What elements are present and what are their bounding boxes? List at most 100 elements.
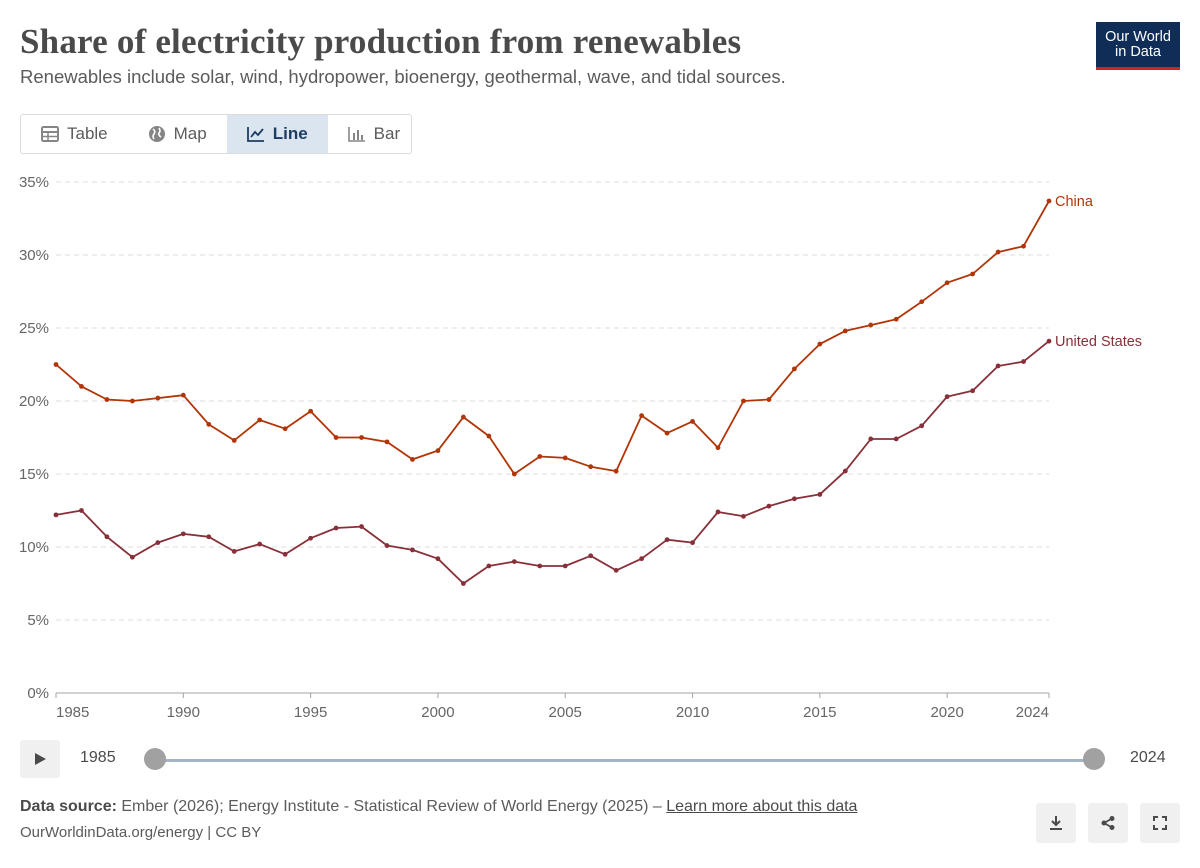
data-point xyxy=(79,508,84,513)
data-point xyxy=(893,436,899,442)
y-tick-label: 5% xyxy=(27,612,49,629)
data-point xyxy=(817,341,823,347)
y-tick-label: 30% xyxy=(19,247,49,264)
fullscreen-icon xyxy=(1153,816,1167,830)
data-point xyxy=(257,541,263,547)
play-button[interactable] xyxy=(20,740,60,778)
x-tick-label: 2020 xyxy=(930,704,963,721)
data-point xyxy=(384,439,390,445)
data-point xyxy=(155,540,161,546)
data-point xyxy=(639,556,645,562)
data-point xyxy=(537,454,543,459)
logo-line-2: in Data xyxy=(1115,44,1161,60)
y-tick-label: 20% xyxy=(19,393,49,410)
tab-map-label: Map xyxy=(173,124,207,143)
data-point xyxy=(919,299,925,305)
table-icon xyxy=(41,126,59,142)
data-point xyxy=(690,419,695,424)
timeline-end-handle[interactable] xyxy=(1083,748,1105,770)
data-point xyxy=(1021,359,1026,364)
data-point xyxy=(384,543,390,548)
data-point xyxy=(944,280,950,286)
data-point xyxy=(129,554,135,560)
data-point xyxy=(53,512,59,518)
x-tick-label: 2005 xyxy=(549,704,582,721)
data-point xyxy=(53,362,59,367)
owid-logo[interactable]: Our World in Data xyxy=(1096,22,1180,70)
data-point xyxy=(129,398,135,404)
download-icon xyxy=(1050,816,1062,830)
tab-table-label: Table xyxy=(67,124,108,143)
data-point xyxy=(562,563,568,569)
series-label: United States xyxy=(1055,334,1142,350)
learn-more-link[interactable]: Learn more about this data xyxy=(666,798,858,815)
data-point xyxy=(791,496,797,502)
data-point xyxy=(282,426,288,432)
data-point xyxy=(460,414,466,420)
data-point xyxy=(231,438,237,443)
data-point xyxy=(206,421,212,427)
globe-icon xyxy=(148,126,165,142)
data-point xyxy=(231,548,237,554)
download-button[interactable] xyxy=(1036,803,1076,843)
data-point xyxy=(868,436,874,442)
x-tick-label: 2010 xyxy=(676,704,709,721)
timeline-end-label: 2024 xyxy=(1130,749,1166,766)
data-point xyxy=(104,534,110,540)
tab-table[interactable]: Table xyxy=(21,115,128,153)
fullscreen-button[interactable] xyxy=(1140,803,1180,843)
line-chart-icon xyxy=(246,127,264,142)
timeline-start-handle[interactable] xyxy=(144,748,166,770)
data-point xyxy=(562,455,568,461)
data-point xyxy=(511,471,517,477)
data-point xyxy=(868,322,874,328)
x-tick-label: 1985 xyxy=(56,704,89,721)
tab-line[interactable]: Line xyxy=(226,115,328,153)
data-point xyxy=(995,249,1001,255)
view-tabs: Table Map Line Bar xyxy=(20,114,412,154)
y-tick-label: 10% xyxy=(19,539,49,556)
data-point xyxy=(613,567,619,573)
data-point xyxy=(79,384,84,389)
tab-bar[interactable]: Bar xyxy=(328,115,420,153)
data-point xyxy=(359,524,364,529)
data-point xyxy=(817,492,823,497)
timeline-track[interactable] xyxy=(156,759,1094,762)
data-point xyxy=(588,553,594,559)
data-point xyxy=(639,413,645,418)
share-icon xyxy=(1101,816,1115,830)
data-point xyxy=(664,430,670,436)
data-point xyxy=(308,535,314,541)
data-point xyxy=(104,397,110,402)
data-point xyxy=(741,513,746,519)
data-point xyxy=(842,328,848,334)
chart-subtitle: Renewables include solar, wind, hydropow… xyxy=(20,66,786,87)
data-point xyxy=(1046,338,1052,344)
tab-map[interactable]: Map xyxy=(128,115,227,153)
source-url: OurWorldinData.org/energy | CC BY xyxy=(20,824,262,841)
data-point xyxy=(333,525,339,531)
timeline-start-label: 1985 xyxy=(80,749,116,766)
source-label: Data source: xyxy=(20,798,117,815)
data-point xyxy=(180,531,186,537)
data-point xyxy=(842,468,848,474)
x-tick-label: 1990 xyxy=(167,704,200,721)
data-point xyxy=(359,435,364,440)
x-tick-label: 2015 xyxy=(803,704,836,721)
source-text: Ember (2026); Energy Institute - Statist… xyxy=(121,798,662,815)
share-button[interactable] xyxy=(1088,803,1128,843)
chart-title: Share of electricity production from ren… xyxy=(20,22,742,61)
data-point xyxy=(715,509,721,515)
y-tick-label: 35% xyxy=(19,174,49,191)
data-point xyxy=(435,448,441,454)
tab-line-label: Line xyxy=(272,124,308,143)
series-line xyxy=(55,340,1050,585)
data-point xyxy=(690,540,695,546)
data-point xyxy=(1021,243,1026,249)
data-point xyxy=(180,392,186,398)
x-tick-label: 2000 xyxy=(421,704,454,721)
data-point xyxy=(995,363,1001,369)
data-point xyxy=(333,435,339,440)
x-tick-label: 2024 xyxy=(1016,704,1049,721)
x-tick-label: 1995 xyxy=(294,704,327,721)
